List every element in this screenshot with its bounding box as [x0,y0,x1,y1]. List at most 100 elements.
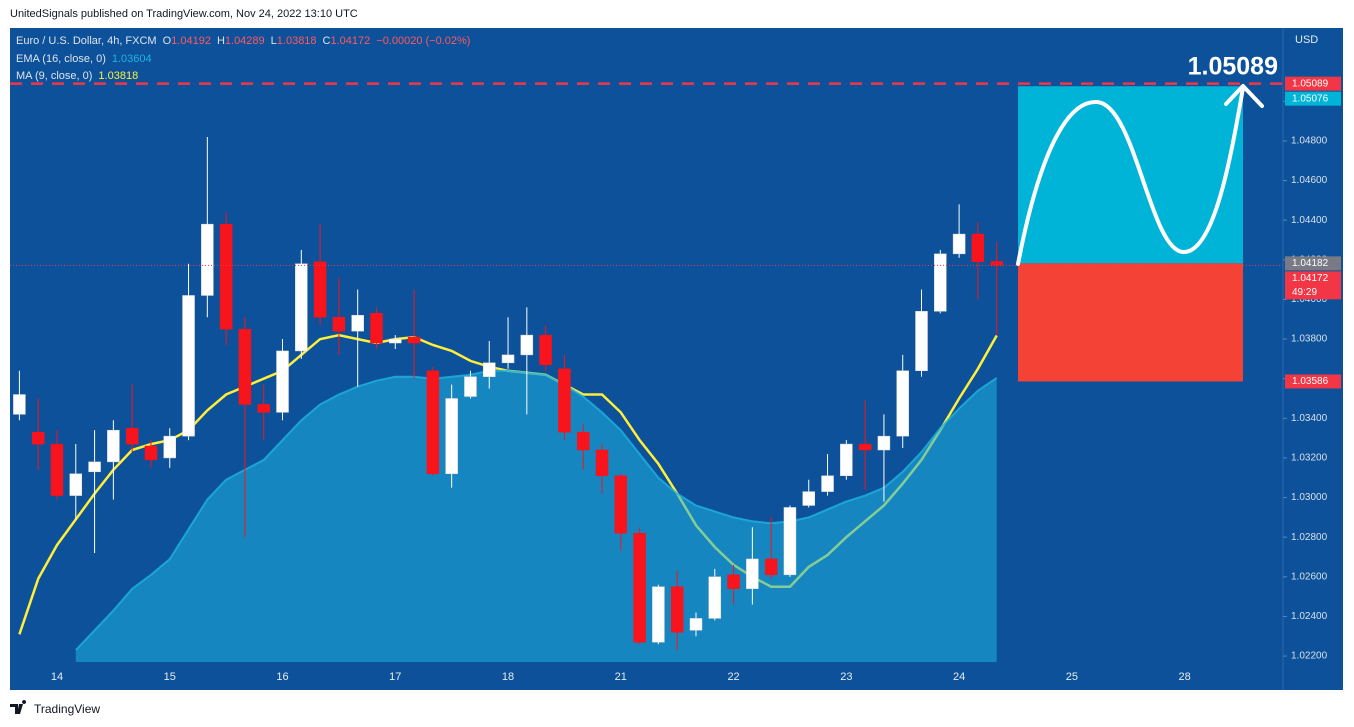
candle-body [50,443,64,496]
candle-body [952,233,966,255]
brand: TradingView [34,702,100,716]
y-tick-label: 1.03000 [1291,492,1328,503]
candle-body [426,370,440,475]
x-tick-label: 18 [502,671,514,683]
x-tick-label: 15 [164,671,176,683]
candle-body [689,618,703,631]
y-tick-label: 1.02600 [1291,571,1328,582]
candle-body [558,368,571,433]
ohlc-value: 1.04172 [331,35,371,47]
tradingview-logo: TradingView [10,700,100,716]
currency-label: USD [1295,34,1318,46]
candle-body [821,475,834,492]
candle-body [13,394,26,415]
candle-body [389,338,402,344]
x-tick-label: 28 [1179,671,1191,683]
y-tick-label: 1.04400 [1291,215,1328,226]
forecast-curve [1016,86,1245,266]
candle-body [764,558,778,576]
candle-body [201,223,214,296]
price-axis: USD 1.02200 1.02400 1.02600 1.02800 1.03000 1.… [1282,28,1343,690]
candle-body [727,574,740,589]
candle-body [840,443,853,477]
countdown-label: 49:29 [1292,287,1317,298]
candle-body [896,370,909,437]
candle-body [877,435,891,451]
indicator-value: 1.03604 [112,53,152,65]
price-badge [1285,76,1341,91]
price-badge-label: 1.05089 [1292,78,1329,89]
x-tick-label: 25 [1066,671,1078,683]
x-tick-label: 22 [727,671,739,683]
candle-body [107,429,120,463]
candle-body [31,431,45,445]
candle-body [407,336,421,344]
candle-body [971,233,985,263]
publish-header: UnitedSignals published on TradingView.c… [10,8,358,20]
price-badge [1285,256,1341,271]
x-tick-label: 21 [615,671,627,683]
candle-body [257,404,270,413]
price-badge-label: 1.03586 [1292,376,1329,387]
y-tick-label: 1.03400 [1291,413,1328,424]
candle-body [670,586,684,633]
price-badge [1285,271,1341,300]
target-annotation: 1.05089 [1188,52,1278,80]
symbol-legend: Euro / U.S. Dollar, 4h, FXCM O1.04192 H1.0… [16,35,470,47]
indicator-name: EMA (16, close, 0) [16,53,106,65]
candle-body [633,532,646,643]
candle-body [746,558,759,589]
indicator-name: MA (9, close, 0) [16,70,92,82]
y-tick-label: 1.04000 [1291,294,1328,305]
candle-body [652,586,665,643]
indicator-value: 1.03818 [98,70,138,82]
symbol-title: Euro / U.S. Dollar, 4h, FXCM [16,35,157,47]
candle-body [182,295,195,437]
ohlc-prefix: L [271,35,277,47]
price-badge-label: 1.05076 [1292,93,1329,104]
y-tick-label: 1.04800 [1291,136,1328,147]
price-badge-label: 1.04182 [1292,258,1329,269]
ohlc-prefix: C [323,35,331,47]
candle-body [802,491,815,506]
indicator-legend: EMA (16, close, 0) 1.03604 [16,53,152,65]
candle-body [483,362,496,377]
candle-body [576,431,590,451]
legend: Euro / U.S. Dollar, 4h, FXCM O1.04192 H1.0… [16,35,470,82]
candle-body [464,376,477,397]
candle-body [219,223,233,330]
candle-body [445,398,458,475]
candle-body [69,473,83,496]
x-tick-label: 17 [389,671,401,683]
candle-body [144,445,158,461]
candle-body [238,328,252,405]
candle-body [990,261,1003,266]
candle-body [539,334,552,366]
ema-line [75,369,998,651]
change-value: −0.00020 (−0.02%) [376,35,470,47]
candle-body [163,435,176,459]
candle-body [276,350,289,413]
candle-body [295,263,308,352]
candle-body [332,317,346,332]
candle-body [708,576,722,619]
ohlc-prefix: O [163,35,172,47]
candle-body [595,449,609,477]
candle-body [125,427,139,445]
ohlc-value: 1.03818 [277,35,317,47]
candle-body [783,507,797,576]
plot-area: 1.05089 14 15 16 17 18 21 22 23 24 25 28 [10,52,1283,683]
forecast-arrowhead [1224,84,1264,108]
x-tick-label: 16 [276,671,288,683]
candle-body [351,315,364,332]
logo-icon [10,700,27,714]
candle-body [915,311,928,372]
loss-zone [1018,263,1243,382]
x-tick-label: 23 [840,671,852,683]
y-tick-label: 1.03800 [1291,334,1328,345]
y-tick-label: 1.02800 [1291,532,1328,543]
price-badge-label: 1.04172 [1292,273,1329,284]
price-badge [1285,374,1341,389]
ema-area [75,370,997,662]
